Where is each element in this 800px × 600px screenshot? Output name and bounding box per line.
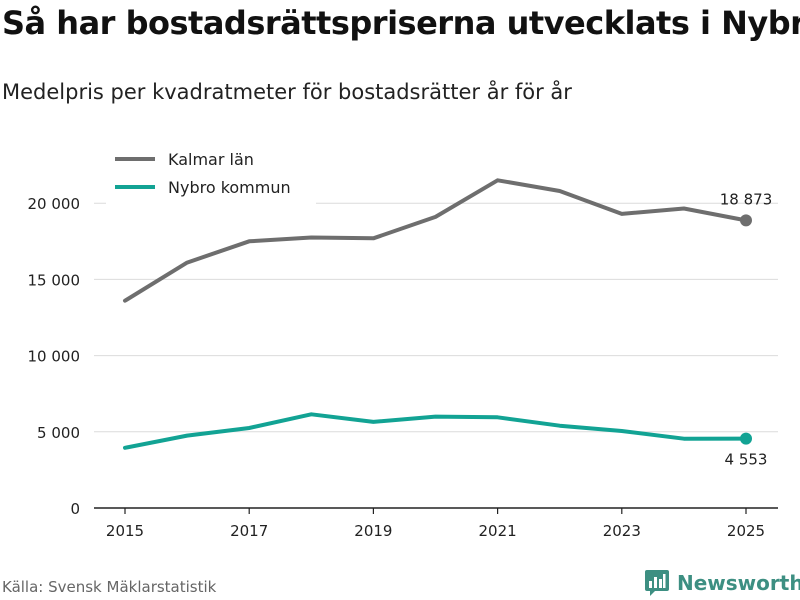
x-tick-label: 2021 — [479, 522, 517, 540]
y-tick-label: 15 000 — [28, 271, 81, 289]
gridlines — [94, 202, 778, 433]
newsworthy-logo-icon — [645, 570, 669, 596]
series-end-point — [740, 432, 752, 445]
axes: 0 5 000 10 000 15 000 20 000 2015 2017 2019 2021… — [28, 195, 778, 540]
x-tick-label: 2019 — [354, 522, 392, 540]
y-tick-label: 20 000 — [28, 195, 81, 213]
brand-logo: Newsworthy — [644, 569, 800, 597]
brand-name: Newsworthy — [677, 571, 800, 595]
legend-label: Nybro kommun — [168, 178, 291, 197]
x-tick-label: 2025 — [727, 522, 765, 540]
series-line-nybro-kommun — [123, 412, 748, 450]
series-lines: 18 873 4 553 — [123, 178, 773, 469]
x-tick-label: 2015 — [106, 522, 144, 540]
chart-subtitle: Medelpris per kvadratmeter för bostadsrä… — [2, 80, 572, 104]
legend: Kalmar län Nybro kommun — [106, 142, 316, 206]
series-end-label: 4 553 — [725, 451, 768, 469]
y-tick-label: 0 — [70, 500, 80, 518]
source-note: Källa: Svensk Mäklarstatistik — [2, 578, 217, 596]
y-tick-label: 5 000 — [37, 424, 80, 442]
series-end-point — [740, 214, 752, 227]
chart-title: Så har bostadsrättspriserna utvecklats i… — [2, 4, 800, 42]
x-tick-label: 2023 — [603, 522, 641, 540]
series-line-kalmar-lan — [123, 178, 748, 303]
legend-label: Kalmar län — [168, 150, 254, 169]
series-end-label: 18 873 — [720, 190, 773, 208]
x-tick-label: 2017 — [230, 522, 268, 540]
y-tick-label: 10 000 — [28, 348, 81, 366]
legend-background — [106, 142, 316, 206]
